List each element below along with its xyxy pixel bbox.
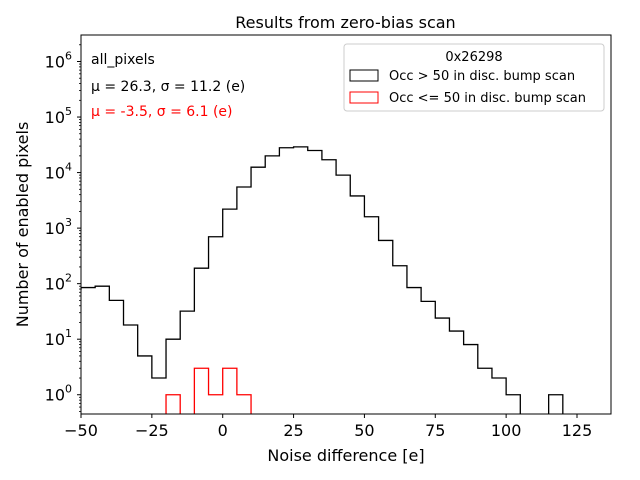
y-tick-label: 103: [45, 216, 72, 238]
x-tick-label: 50: [354, 421, 374, 440]
y-tick-label: 101: [45, 327, 72, 349]
x-tick-label: −50: [64, 421, 98, 440]
annotation-stats-black: μ = 26.3, σ = 11.2 (e): [91, 79, 245, 95]
legend-title: 0x26298: [445, 50, 502, 65]
plot-frame: [80, 34, 612, 415]
x-axis-label: Noise difference [e]: [267, 446, 424, 465]
y-tick-label: 102: [45, 272, 72, 294]
legend-swatch-red: [349, 91, 379, 104]
series-layer: [81, 146, 564, 414]
legend-entry-red: Occ <= 50 in disc. bump scan: [389, 91, 586, 106]
legend-frame: [343, 43, 605, 112]
y-tick-label: 106: [45, 49, 72, 71]
y-tick-label: 104: [45, 161, 72, 183]
histogram-series-0: [81, 146, 564, 414]
y-axis-label: Number of enabled pixels: [13, 122, 32, 328]
x-tick-label: 25: [283, 421, 303, 440]
x-tick-label: 125: [562, 421, 593, 440]
legend-entry-black: Occ > 50 in disc. bump scan: [389, 69, 575, 84]
legend-swatch-black: [349, 69, 379, 82]
chart-title: Results from zero-bias scan: [235, 13, 455, 32]
y-tick-label: 105: [45, 105, 72, 127]
y-tick-label: 100: [45, 383, 72, 405]
x-tick-label: 0: [218, 421, 228, 440]
y-axis: 100 101 102 103 104 105 106: [45, 44, 81, 412]
x-tick-label: 75: [425, 421, 445, 440]
annotation-stats-red: μ = -3.5, σ = 6.1 (e): [91, 104, 233, 120]
x-tick-label: −25: [135, 421, 169, 440]
annotation-group-label: all_pixels: [91, 52, 155, 68]
x-tick-label: 100: [491, 421, 522, 440]
x-axis: −50 −25 0 25 50 75 100 125: [64, 414, 592, 440]
histogram-series-1: [165, 367, 252, 414]
legend: 0x26298 Occ > 50 in disc. bump scan Occ …: [343, 43, 605, 112]
